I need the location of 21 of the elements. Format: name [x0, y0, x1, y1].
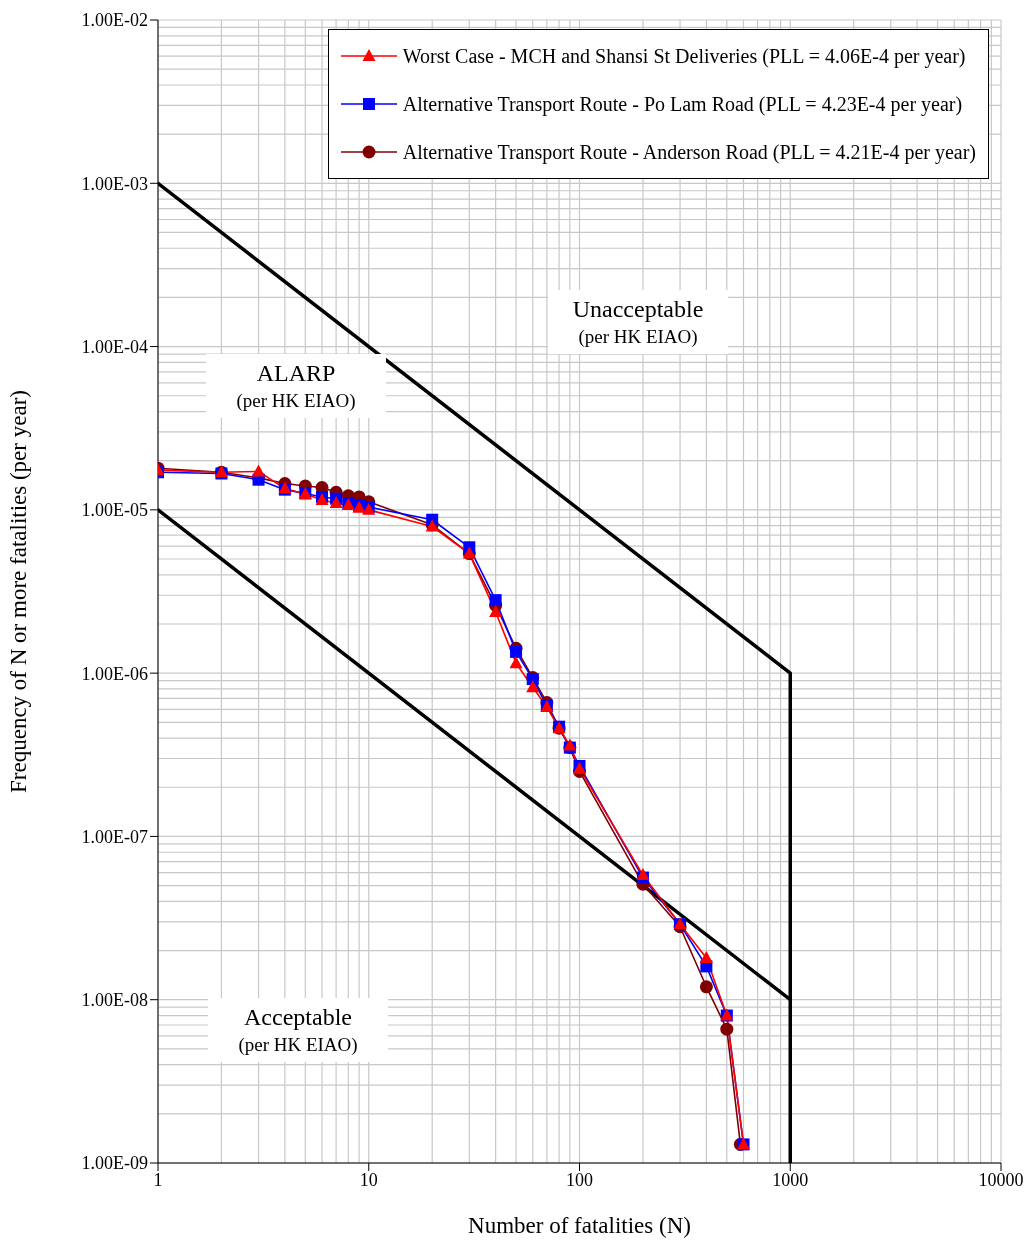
y-tick-label: 1.00E-03: [81, 173, 148, 194]
annotation: Acceptable (per HK EIAO): [237, 1003, 359, 1057]
x-tick-label: 10: [359, 1169, 378, 1190]
legend-label: Alternative Transport Route - Po Lam Road (PLL = 4.23E-4 per year): [402, 92, 963, 116]
legend-label: Worst Case - MCH and Shansi St Deliveries (PLL = 4.06E-4 per year): [402, 44, 966, 68]
y-tick-label: 1.00E-02: [81, 10, 148, 31]
x-tick-label: 10000: [978, 1169, 1024, 1190]
x-axis-title: Number of fatalities (N): [468, 1213, 691, 1238]
legend-label: Alternative Transport Route - Anderson Road (PLL = 4.21E-4 per year): [402, 140, 976, 164]
x-tick-label: 100: [566, 1169, 593, 1190]
y-tick-label: 1.00E-07: [81, 826, 148, 847]
annotation: Unacceptable (per HK EIAO): [571, 295, 705, 349]
y-axis-title: Frequency of N or more fatalities (per year): [6, 390, 32, 793]
y-tick-label: 1.00E-08: [81, 990, 148, 1011]
y-tick-label: 1.00E-09: [81, 1153, 148, 1174]
x-tick-label: 1000: [772, 1169, 809, 1190]
x-tick-label: 1: [153, 1169, 163, 1190]
y-tick-label: 1.00E-04: [81, 336, 148, 357]
annotation: ALARP (per HK EIAO): [235, 359, 357, 413]
y-tick-label: 1.00E-05: [81, 500, 148, 521]
y-tick-label: 1.00E-06: [81, 663, 148, 684]
